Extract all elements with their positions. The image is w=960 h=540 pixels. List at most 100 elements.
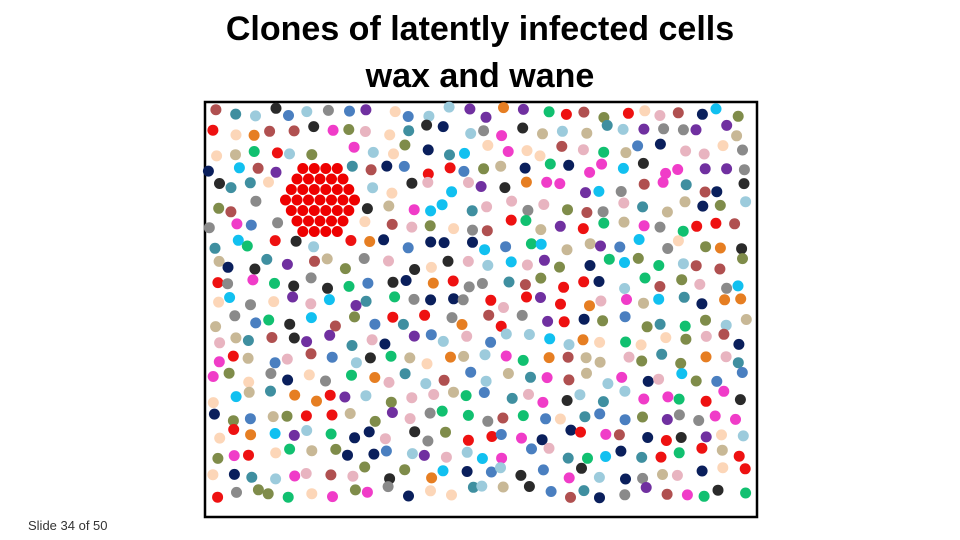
cell-dot <box>406 221 418 233</box>
cell-dot <box>719 294 731 306</box>
cell-dot <box>622 107 634 119</box>
title-line: Clones of latently infected cells <box>225 10 735 48</box>
cell-dot <box>230 108 242 120</box>
cell-dot <box>207 469 219 481</box>
cell-dot <box>367 182 379 194</box>
slide-number: Slide 34 of 50 <box>28 518 108 533</box>
cell-dot <box>534 150 546 162</box>
cell-dot <box>213 296 225 308</box>
cell-dot <box>636 451 648 463</box>
cell-dot <box>517 354 529 366</box>
cell-dot <box>337 194 349 206</box>
cell-dot <box>720 319 732 331</box>
cell-dot <box>421 119 433 131</box>
cell-dot <box>308 241 320 253</box>
cell-dot <box>346 369 357 381</box>
cell-dot <box>202 165 214 177</box>
cell-dot <box>428 389 440 400</box>
cell-dot <box>327 124 339 136</box>
cell-dot <box>540 413 552 425</box>
cell-dot <box>498 102 509 114</box>
cell-dot <box>269 277 280 289</box>
cell-dot <box>267 411 279 423</box>
cell-dot <box>690 260 702 272</box>
cell-dot <box>497 412 509 424</box>
cell-dot <box>272 217 284 229</box>
cell-dot <box>265 368 277 379</box>
cell-dot <box>562 452 574 464</box>
cell-dot <box>711 375 723 387</box>
cell-dot <box>637 201 649 213</box>
cell-dot <box>446 312 458 324</box>
cell-dot <box>300 468 312 479</box>
cell-dot <box>464 103 476 115</box>
cell-dot <box>619 489 631 501</box>
cell-dot <box>495 462 506 474</box>
cell-dot <box>359 216 371 228</box>
cell-dot <box>342 449 353 461</box>
cell-dot <box>577 223 589 235</box>
cell-dot <box>230 129 242 141</box>
cell-dot <box>263 314 275 326</box>
cell-dot <box>403 125 415 137</box>
cell-dot <box>578 106 590 118</box>
cell-dot <box>386 187 398 199</box>
cell-dot <box>543 106 555 118</box>
cell-dot <box>242 352 254 364</box>
cell-dot <box>446 186 458 198</box>
cell-dot <box>261 253 273 265</box>
cell-dot <box>673 409 685 421</box>
cell-dot <box>446 489 457 501</box>
cell-dot <box>448 293 460 305</box>
cell-dot <box>403 490 414 502</box>
cell-dot <box>308 163 320 174</box>
cell-dot <box>638 123 650 135</box>
cell-dot <box>280 194 291 206</box>
cell-dot <box>379 433 391 445</box>
cell-dot <box>339 391 351 403</box>
cell-dot <box>250 110 261 122</box>
cell-dot <box>243 386 255 398</box>
cell-dot <box>343 184 355 195</box>
cell-dot <box>505 214 517 226</box>
cell-dot <box>521 259 533 271</box>
cell-dot <box>225 182 237 194</box>
cell-dot <box>697 200 709 212</box>
cell-dot <box>427 277 439 289</box>
cell-dot <box>326 194 337 206</box>
cell-dot <box>285 184 297 195</box>
cell-dot <box>729 218 741 230</box>
cell-dot <box>656 348 668 360</box>
cell-dot <box>521 145 533 157</box>
cell-dot <box>577 144 589 156</box>
cell-dot <box>537 396 549 408</box>
cell-dot <box>399 139 411 151</box>
cell-dot <box>581 127 593 139</box>
cell-dot <box>467 236 478 248</box>
cell-dot <box>677 258 689 270</box>
cell-dot <box>243 449 254 461</box>
cell-dot <box>347 470 359 482</box>
cell-dot <box>579 411 591 423</box>
cell-dot <box>732 110 744 122</box>
cell-dot <box>700 330 712 342</box>
cell-dot <box>456 319 468 330</box>
cell-dot <box>733 338 745 350</box>
cell-dot <box>696 108 708 120</box>
cell-dot <box>580 352 592 364</box>
cell-dot <box>603 253 615 265</box>
cell-dot <box>438 374 450 386</box>
cell-dot <box>696 298 708 310</box>
cell-dot <box>660 435 672 446</box>
cell-dot <box>382 481 394 493</box>
cell-dot <box>326 215 337 227</box>
cell-dot <box>209 242 221 254</box>
cell-dot <box>677 124 689 136</box>
cell-dot <box>535 238 547 250</box>
cell-dot <box>661 414 673 425</box>
cell-dot <box>717 462 729 474</box>
cell-dot <box>676 368 688 380</box>
cell-dot <box>601 119 613 131</box>
cell-dot <box>677 225 689 237</box>
cell-dot <box>721 119 733 131</box>
